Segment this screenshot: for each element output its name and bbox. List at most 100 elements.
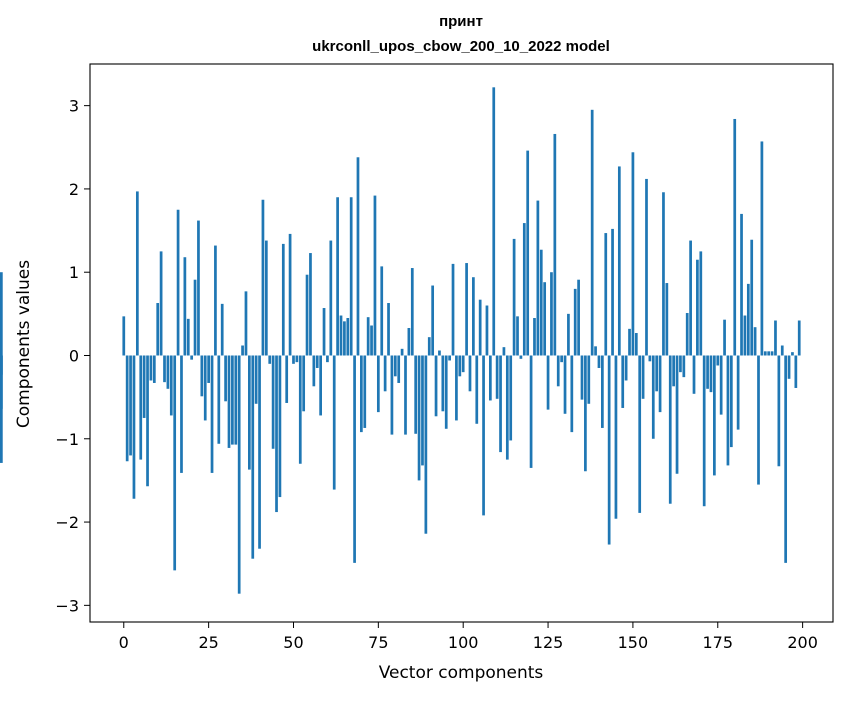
bar [651, 355, 655, 439]
bar [482, 355, 485, 516]
bar [295, 355, 299, 363]
x-tick-label: 200 [787, 633, 818, 652]
y-tick-label: 3 [69, 97, 79, 116]
y-tick-label: −1 [55, 430, 79, 449]
bar [193, 279, 197, 356]
bar [298, 355, 302, 464]
bar [716, 355, 720, 366]
bar [373, 195, 377, 356]
bar [166, 355, 170, 389]
bar [186, 318, 190, 356]
bar [309, 253, 312, 356]
bar [292, 355, 295, 364]
bar [176, 209, 180, 356]
bar [617, 166, 621, 356]
bar [383, 355, 387, 392]
bar [499, 355, 502, 453]
bar [522, 223, 526, 356]
chart-subtitle: ukrconll_upos_cbow_200_10_2022 model [312, 38, 610, 55]
bar [397, 355, 401, 383]
bar [207, 355, 210, 383]
bar [390, 355, 394, 435]
bar [777, 355, 781, 467]
bar [478, 299, 482, 356]
x-tick-label: 100 [448, 633, 479, 652]
bar [203, 355, 207, 421]
bars-group [0, 87, 801, 594]
bar [135, 191, 139, 356]
bar [376, 355, 380, 413]
bar [455, 355, 458, 421]
bar [400, 348, 404, 356]
bar [770, 351, 774, 356]
bar [638, 355, 642, 513]
bar [519, 355, 523, 359]
bar [302, 355, 306, 412]
bar [343, 321, 346, 356]
bar [709, 355, 713, 393]
bar [0, 355, 3, 463]
y-tick-label: 1 [69, 263, 79, 282]
bar [139, 355, 143, 460]
x-axis-label: Vector components [379, 663, 544, 683]
bar [278, 355, 282, 498]
bar [315, 355, 319, 368]
bar [475, 355, 479, 424]
bar [285, 355, 289, 403]
bar [197, 220, 200, 356]
bar [682, 355, 686, 378]
bar [271, 355, 275, 449]
bar [726, 355, 730, 466]
bar [349, 197, 353, 356]
bar [152, 355, 156, 383]
bar [241, 345, 244, 356]
bar [614, 355, 618, 519]
bar [539, 249, 543, 356]
y-tick-label: 0 [69, 346, 79, 365]
bar [590, 109, 594, 356]
bar [550, 272, 553, 356]
bar [142, 355, 146, 418]
bar [746, 283, 750, 356]
bar [370, 325, 373, 356]
bar [329, 240, 333, 356]
bar [736, 355, 740, 430]
bar [665, 283, 669, 356]
bar [604, 233, 608, 356]
bar [248, 355, 251, 470]
bar [488, 355, 492, 401]
bar [214, 245, 217, 356]
bar [719, 355, 723, 415]
bar [254, 355, 258, 404]
bar [336, 197, 339, 356]
bar [492, 87, 496, 356]
bar [645, 178, 648, 356]
bar [662, 192, 665, 356]
bar [533, 318, 536, 356]
bar [679, 355, 682, 373]
bar [366, 317, 370, 356]
bar [220, 303, 224, 356]
bar [556, 355, 560, 387]
bar [275, 355, 278, 513]
bar [288, 233, 292, 356]
bar [611, 228, 614, 356]
bar [441, 355, 445, 412]
bar [346, 318, 350, 356]
bar [281, 243, 285, 356]
y-tick-label: −3 [55, 596, 79, 615]
x-tick-label: 150 [618, 633, 649, 652]
bar [628, 328, 631, 356]
bar [753, 327, 757, 356]
bar [658, 355, 662, 413]
bar [264, 240, 268, 356]
bar [685, 313, 689, 356]
bar [210, 355, 214, 473]
bar [244, 291, 248, 356]
bar [733, 118, 737, 356]
bar [587, 355, 591, 404]
bar [529, 355, 533, 468]
bar [404, 355, 407, 435]
bar [312, 355, 316, 387]
